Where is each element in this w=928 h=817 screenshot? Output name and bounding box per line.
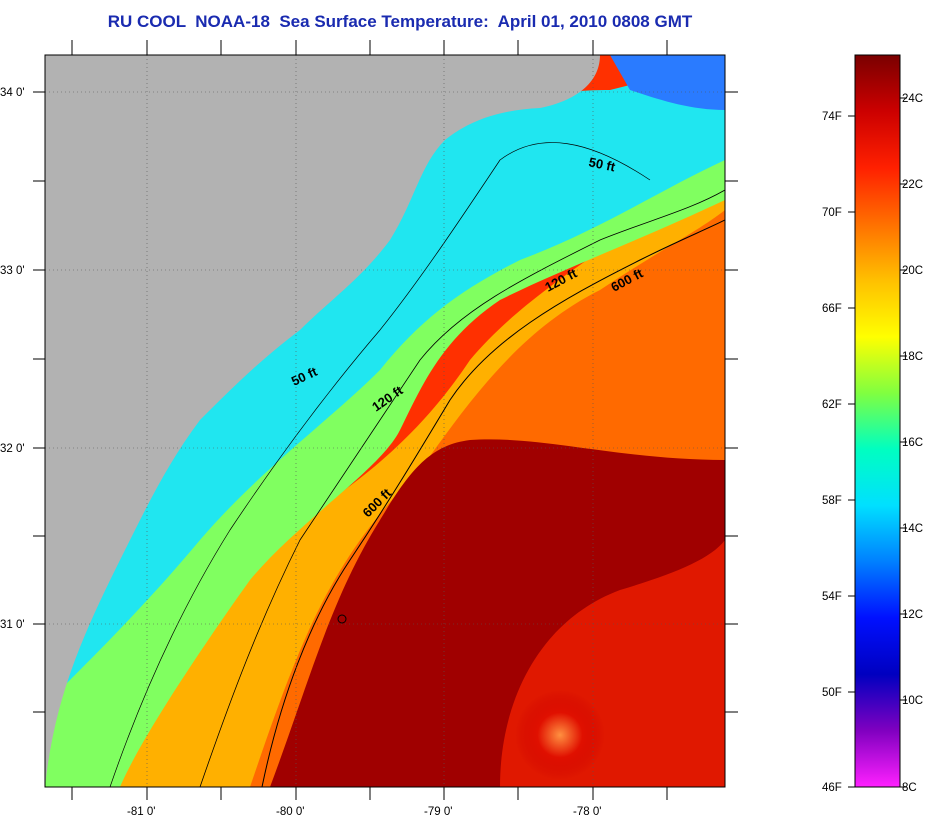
colorbar-label-8C: 8C [902,782,917,794]
colorbar-label-46F: 46F [822,782,842,794]
colorbar-label-20C: 20C [902,265,923,277]
lat-label-33: 33 0' [0,265,25,277]
map-title: RU COOL NOAA-18 Sea Surface Temperature:… [107,12,693,31]
colorbar-ticks [848,97,907,788]
buoy-marker [337,614,347,624]
axis-ticks [33,40,738,800]
colorbar-label-54F: 54F [822,591,842,603]
colorbar-bar [854,54,901,788]
map-frame [44,54,726,788]
colorbar: 74F 70F 66F 62F 58F 54F 50F 46F 24C 22C … [822,54,923,794]
lat-label-31: 31 0' [0,619,25,631]
lat-label-34: 34 0' [0,87,25,99]
cold-water-patch [610,55,725,110]
colorbar-label-58F: 58F [822,495,842,507]
colorbar-label-74F: 74F [822,111,842,123]
colorbar-label-66F: 66F [822,303,842,315]
shelf-water [45,60,725,690]
colorbar-label-70F: 70F [822,207,842,219]
lon-label-81: -81 0' [127,806,155,817]
lon-label-80: -80 0' [276,806,304,817]
lon-label-78: -78 0' [573,806,601,817]
isobath-120ft [199,189,725,787]
colorbar-label-24C: 24C [902,93,923,105]
isobath-600ft [261,219,725,787]
lat-label-32: 32 0' [0,443,25,455]
map-panel [45,55,725,787]
colorbar-label-16C: 16C [902,437,923,449]
mid-shelf-water [45,120,725,787]
colorbar-label-14C: 14C [902,523,923,535]
isobath-50ft [109,142,651,787]
colorbar-label-22C: 22C [902,179,923,191]
colorbar-label-10C: 10C [902,695,923,707]
land-mass [45,55,600,787]
graticule [45,55,725,787]
colorbar-label-50F: 50F [822,687,842,699]
colorbar-label-62F: 62F [822,399,842,411]
colorbar-label-12C: 12C [902,609,923,621]
eddy-feature [515,690,605,780]
colorbar-label-18C: 18C [902,351,923,363]
lon-label-79: -79 0' [424,806,452,817]
depth-label-50ft-north: 50 ft [587,154,617,174]
